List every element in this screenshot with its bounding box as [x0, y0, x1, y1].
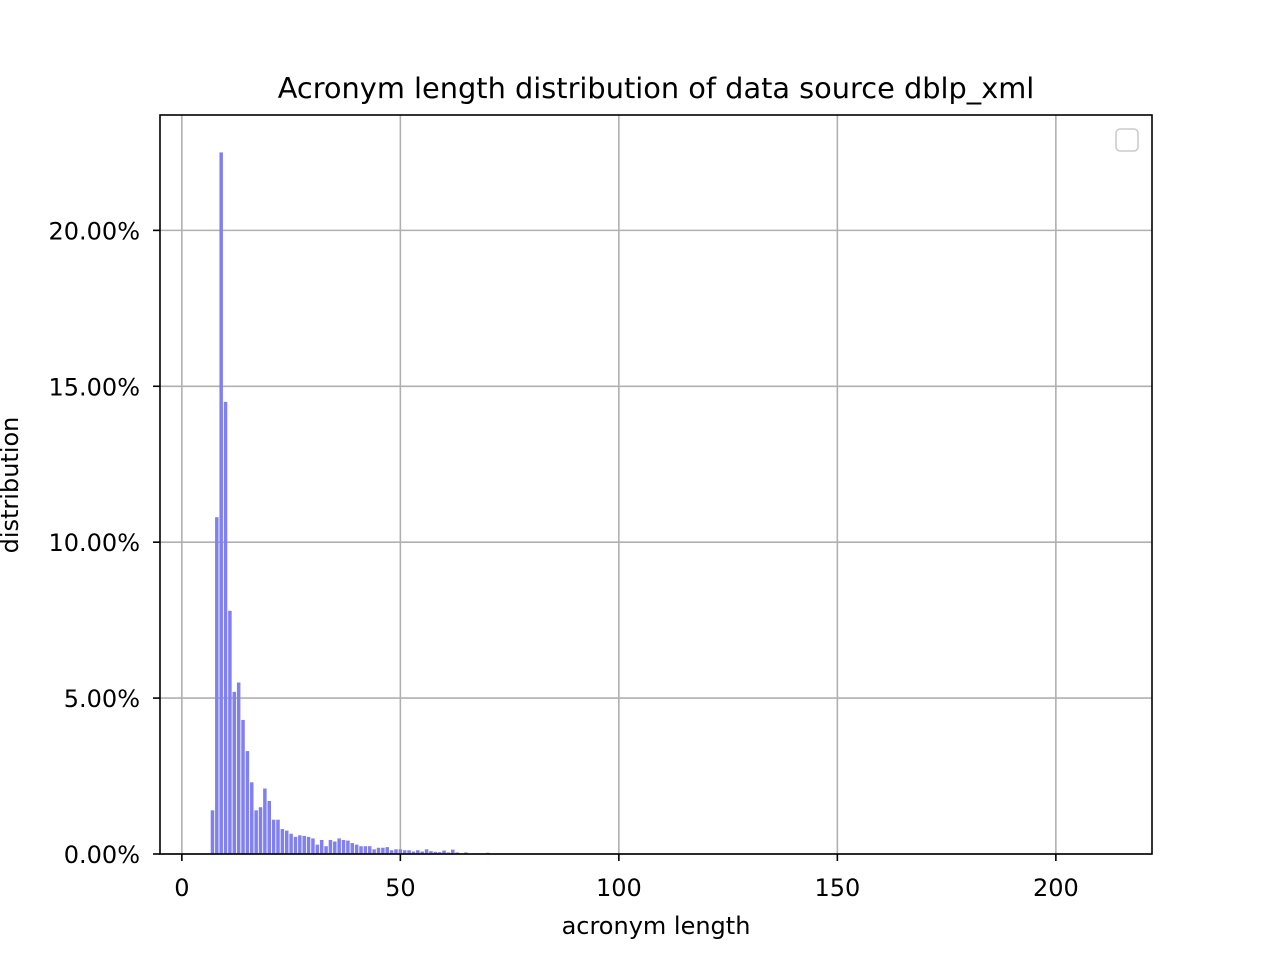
bar	[306, 836, 311, 854]
legend-box	[1115, 128, 1139, 152]
bar	[263, 788, 267, 854]
bar	[451, 849, 455, 854]
plot-area-frame	[159, 114, 1153, 855]
bar	[280, 829, 285, 854]
bar	[311, 838, 315, 854]
bar	[333, 841, 337, 854]
y-tick-label: 20.00%	[48, 217, 140, 245]
x-axis-title: acronym length	[562, 912, 751, 940]
bar	[407, 850, 411, 854]
bar	[429, 851, 433, 854]
bar	[324, 846, 328, 854]
y-axis-title: distribution	[0, 417, 24, 554]
bar	[389, 850, 394, 854]
bar	[433, 851, 438, 854]
bar	[254, 810, 258, 854]
bar	[354, 844, 359, 854]
bar	[250, 782, 254, 854]
bar	[289, 833, 293, 854]
x-tick-label: 200	[1033, 874, 1079, 902]
y-tick-label: 10.00%	[48, 529, 140, 557]
y-tick-label: 15.00%	[48, 373, 140, 401]
bar	[416, 850, 420, 854]
bar	[284, 830, 289, 854]
bar	[302, 835, 306, 854]
bar	[363, 846, 368, 854]
bar	[232, 691, 237, 854]
bar	[236, 682, 241, 854]
bar	[420, 851, 424, 854]
bar	[398, 849, 403, 854]
bar	[228, 610, 232, 854]
bar	[346, 840, 350, 854]
chart-title: Acronym length distribution of data sour…	[278, 71, 1035, 105]
y-tick-label: 0.00%	[64, 841, 140, 869]
bar	[337, 838, 341, 854]
bar	[315, 844, 320, 854]
bar	[319, 839, 324, 854]
bar	[276, 819, 280, 854]
bar	[424, 849, 429, 854]
y-tick-label: 5.00%	[64, 685, 140, 713]
bar	[215, 517, 219, 854]
plot-area-background	[160, 115, 1152, 854]
x-tick-label: 150	[814, 874, 860, 902]
bar	[328, 839, 333, 854]
bars-layer	[210, 152, 490, 854]
bar	[258, 807, 263, 854]
bar	[271, 819, 276, 854]
bar	[245, 751, 250, 854]
bar	[394, 849, 398, 854]
bar	[298, 835, 302, 854]
bar	[402, 850, 407, 854]
bar	[372, 849, 376, 854]
x-tick-label: 0	[174, 874, 189, 902]
bar	[350, 843, 355, 854]
bar	[241, 719, 245, 854]
bar	[223, 401, 228, 854]
bar	[219, 152, 223, 854]
bar	[359, 846, 363, 854]
x-tick-label: 100	[596, 874, 642, 902]
bar	[442, 850, 446, 854]
bar	[385, 847, 389, 854]
bar	[437, 852, 442, 854]
x-tick-label: 50	[385, 874, 416, 902]
bar	[381, 847, 385, 854]
ticks-layer: 0 50 100 150 200 0.00% 5.00% 10.00% 15.00% 20.00%	[48, 217, 1078, 902]
bar	[293, 836, 298, 854]
bar	[210, 810, 215, 854]
bar	[376, 847, 381, 854]
bar	[411, 851, 416, 854]
bar	[341, 839, 346, 854]
bar	[368, 846, 372, 854]
bar	[267, 800, 271, 854]
